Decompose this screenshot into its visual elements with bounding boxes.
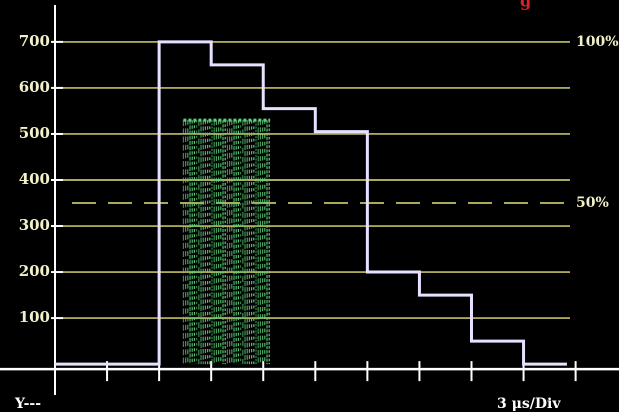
reference-label: 50% bbox=[576, 195, 609, 211]
chroma-burst bbox=[183, 120, 269, 364]
y-tick-label: 700 bbox=[19, 32, 50, 50]
waveform-monitor: Y--- 3 μs/Div g 100 200 300 400 500 600 700 100… bbox=[0, 0, 619, 412]
corner-mark: g bbox=[520, 0, 531, 11]
reference-label: 100% bbox=[576, 34, 619, 50]
timebase-label: 3 μs/Div bbox=[497, 396, 561, 412]
y-tick-label: 200 bbox=[19, 262, 50, 280]
y-tick-label: 100 bbox=[19, 308, 50, 326]
y-tick-label: 300 bbox=[19, 216, 50, 234]
y-tick-label: 500 bbox=[19, 124, 50, 142]
y-tick-label: 400 bbox=[19, 170, 50, 188]
y-tick-label: 600 bbox=[19, 78, 50, 96]
channel-label: Y--- bbox=[14, 396, 41, 412]
